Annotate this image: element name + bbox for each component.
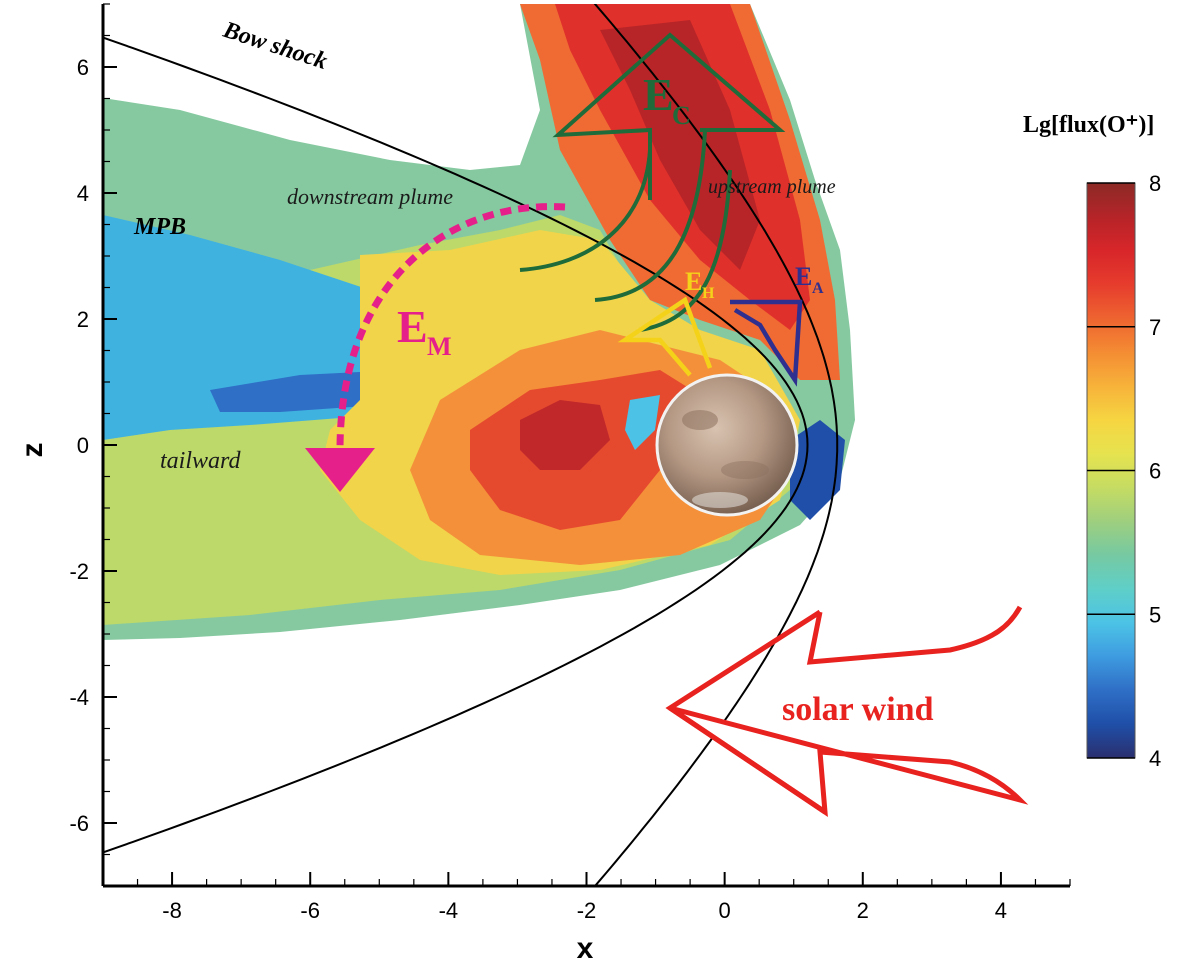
colorbar: 8 7 6 5 4 <box>1086 171 1161 771</box>
flux-region-dark-red-core <box>520 400 610 470</box>
upstream-plume-label: upstream plume <box>708 176 836 198</box>
x-tick-label: -2 <box>577 898 597 923</box>
y-axis-title: z <box>16 443 49 458</box>
y-ticks: 6 4 2 0 -2 -4 -6 <box>69 3 117 887</box>
y-tick-label: 2 <box>77 307 89 332</box>
ec-label: E C <box>643 69 691 130</box>
axes: -8 -6 -4 -2 0 2 4 6 4 2 0 -2 -4 -6 <box>69 3 1071 923</box>
eh-label-main: E <box>685 267 702 296</box>
flux-region-upstream-dark-red <box>600 20 760 270</box>
mpb-label: MPB <box>133 214 186 240</box>
bow-shock-label: Bow shock <box>219 17 330 75</box>
downstream-plume-label: downstream plume <box>287 184 453 209</box>
x-tick-label: 2 <box>857 898 869 923</box>
ea-label-sub: A <box>812 280 824 297</box>
eh-label: E H <box>685 267 715 302</box>
ea-arrow <box>730 299 803 387</box>
solar-wind-label: solar wind <box>782 691 934 728</box>
y-tick-label: -4 <box>69 685 89 710</box>
colorbar-tick-label: 8 <box>1149 171 1161 196</box>
x-tick-label: -8 <box>162 898 182 923</box>
em-arrow <box>305 203 566 492</box>
ea-label-main: E <box>795 262 812 291</box>
colorbar-tick-label: 5 <box>1149 602 1161 627</box>
colorbar-title: Lg[flux(O⁺)] <box>1023 112 1154 138</box>
x-tick-label: -6 <box>300 898 320 923</box>
flux-region-subsolar-blue <box>790 420 845 520</box>
colorbar-ticks: 8 7 6 5 4 <box>1087 171 1161 771</box>
flux-region-subsolar-cyan <box>625 395 660 450</box>
x-tick-label: -4 <box>439 898 459 923</box>
y-tick-label: -6 <box>69 811 89 836</box>
x-ticks: -8 -6 -4 -2 0 2 4 <box>102 872 1071 923</box>
y-tick-label: 0 <box>77 433 89 458</box>
eh-arrow <box>617 296 713 377</box>
y-tick-label: 4 <box>77 181 89 206</box>
ea-label: E A <box>795 262 824 297</box>
colorbar-tick-label: 4 <box>1149 746 1161 771</box>
em-label-main: E <box>397 301 428 352</box>
mars-planet <box>655 373 799 517</box>
x-tick-label: 0 <box>719 898 731 923</box>
em-label: E M <box>397 301 452 361</box>
y-tick-label: 6 <box>77 55 89 80</box>
colorbar-tick-label: 7 <box>1149 315 1161 340</box>
colorbar-tick-label: 6 <box>1149 459 1161 484</box>
mpb-curve <box>103 36 809 854</box>
ec-label-main: E <box>643 69 674 120</box>
eh-label-sub: H <box>702 285 715 302</box>
y-tick-label: -2 <box>69 559 89 584</box>
em-label-sub: M <box>427 332 452 361</box>
ec-arrow <box>519 32 786 332</box>
tailward-label: tailward <box>160 448 241 474</box>
x-tick-label: 4 <box>995 898 1007 923</box>
ec-label-sub: C <box>672 101 691 130</box>
solar-wind-arrow <box>665 605 1029 817</box>
x-axis-title: x <box>577 932 594 964</box>
